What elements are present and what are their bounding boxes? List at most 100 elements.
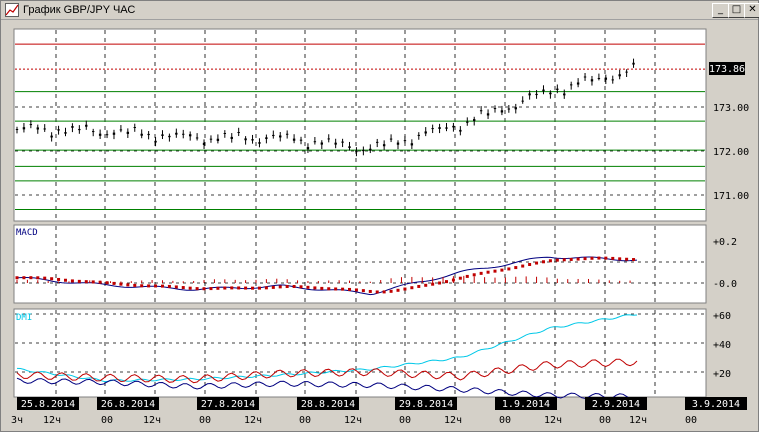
macd-signal-point [29,276,33,280]
date-label: 29.8.2014 [399,399,453,410]
macd-signal-point [500,268,504,272]
price-panel[interactable] [13,28,707,222]
candle-body [140,133,143,136]
macd-signal-point [223,286,227,290]
macd-panel[interactable] [13,224,707,304]
hour-label: 12ч [143,415,161,426]
minimize-button[interactable]: _ [712,3,729,18]
macd-signal-point [105,281,109,285]
macd-signal-point [583,257,587,261]
macd-signal-point [251,286,255,290]
candle-body [542,89,545,92]
hour-label: 3ч [11,415,23,426]
macd-signal-point [36,276,40,280]
candle-body [334,142,337,145]
window-title: График GBP/JPY ЧАС [23,4,136,16]
macd-signal-point [396,288,400,292]
price-tick-label: 173.00 [713,103,749,114]
macd-signal-point [472,273,476,277]
candle-body [438,127,441,129]
candle-body [98,133,102,136]
candle-body [389,138,393,140]
hour-label: 12ч [43,415,61,426]
date-label: 3.9.2014 [692,399,740,410]
macd-signal-point [327,287,331,291]
candle-body [78,128,81,131]
candle-body [535,93,538,96]
candle-body [147,133,150,136]
macd-signal-point [43,276,47,280]
date-label: 2.9.2014 [592,399,640,410]
macd-signal-point [320,286,324,290]
macd-signal-point [576,257,580,261]
macd-signal-point [202,287,206,291]
macd-signal-point [431,282,435,286]
dmi-label: DMI [16,313,32,323]
candle-body [576,82,580,85]
dmi-adx-line [16,314,638,383]
candle-body [161,134,164,136]
macd-signal-point [50,277,54,281]
hour-label: 00 [101,415,113,426]
macd-signal-point [112,281,116,285]
macd-signal-point [521,264,525,268]
date-label-box [97,397,159,410]
candle-body [272,134,275,137]
macd-signal-point [154,284,158,288]
candle-body [237,132,240,134]
date-label-box [197,397,259,410]
macd-signal-point [147,284,151,288]
close-button[interactable]: ✕ [744,3,759,18]
price-tick-label: 171.00 [713,191,749,202]
candle-body [376,141,379,143]
macd-signal-point [465,274,469,278]
candle-body [521,100,524,102]
macd-signal-point [285,285,289,289]
macd-signal-point [403,287,407,291]
macd-signal-point [188,286,192,290]
candle-body [154,140,157,143]
macd-signal-point [444,280,448,284]
hour-label: 12ч [544,415,562,426]
date-label-box [395,397,457,410]
candle-body [112,132,116,135]
macd-signal-point [507,267,511,271]
macd-signal-point [63,278,67,282]
macd-signal-point [410,286,414,290]
candle-body [549,92,552,95]
macd-signal-point [292,284,296,288]
macd-signal-point [167,284,171,288]
candle-body [507,108,511,110]
candle-body [479,110,483,112]
candle-body [604,77,608,80]
macd-label: MACD [16,228,38,238]
macd-signal-point [334,287,338,291]
macd-signal-point [84,280,88,284]
candle-body [195,137,199,139]
candle-body [500,110,504,113]
macd-signal-point [15,276,19,280]
macd-signal-point [354,288,358,292]
macd-signal-point [264,286,268,290]
dmi-panel[interactable] [13,308,707,398]
dmi-minus-line [16,377,638,400]
candle-body [244,138,247,141]
date-label: 26.8.2014 [101,399,155,410]
date-label-box [495,397,557,410]
maximize-button[interactable]: □ [728,3,745,18]
chart-area[interactable]: 173.86 173.00 172.00 171.00 MACD +0.2 -0… [1,19,758,431]
candle-body [452,125,455,128]
macd-signal-point [555,258,559,262]
candle-body [590,79,594,82]
macd-signal-point [119,282,123,286]
candle-body [473,119,476,122]
candle-body [85,124,88,127]
macd-signal-point [209,287,213,291]
title-bar[interactable]: График GBP/JPY ЧАС _ □ ✕ [1,1,759,20]
macd-signal-point [244,286,248,290]
candle-body [466,121,469,123]
macd-signal-point [133,283,137,287]
candle-body [15,129,19,130]
macd-signal-point [562,258,566,262]
candle-body [306,147,310,150]
